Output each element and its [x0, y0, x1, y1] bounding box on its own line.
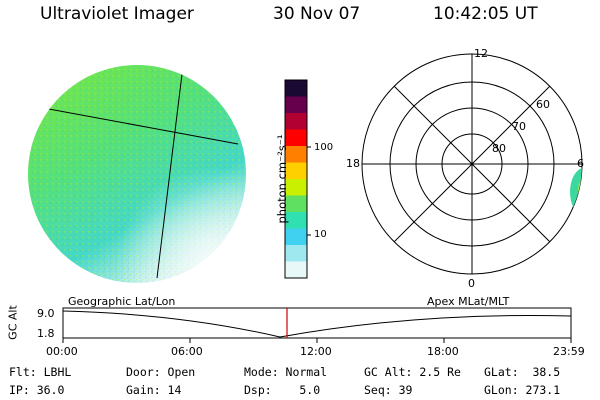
colorbar	[284, 79, 311, 279]
status-ip: IP: 36.0	[9, 383, 65, 397]
colorbar-cell	[285, 179, 307, 196]
timeline-ymax: 9.0	[37, 307, 55, 320]
colorbar-cell	[285, 129, 307, 147]
colorbar-unit-label: photon cm⁻²s⁻¹	[275, 134, 289, 224]
mlt-label-0: 0	[468, 277, 475, 290]
colorbar-cell	[285, 195, 307, 213]
mlt-label-12: 12	[474, 47, 488, 60]
status-gc-alt: GC Alt: 2.5 Re	[364, 365, 461, 379]
status-dsp: Dsp: 5.0	[244, 383, 321, 397]
colorbar-cell	[285, 96, 307, 114]
colorbar-cell	[285, 212, 307, 229]
polar-plot	[361, 53, 583, 275]
timeline-xtick-2: 12:00	[300, 345, 332, 358]
colorbar-cell	[285, 228, 307, 246]
timeline-ymin: 1.8	[37, 327, 55, 340]
polar-emission	[570, 168, 582, 216]
timeline-left-title: Geographic Lat/Lon	[68, 295, 176, 308]
colorbar-cell	[285, 261, 307, 279]
status-glon: GLon: 273.1	[484, 383, 561, 397]
timeline-xtick-4: 23:59	[553, 345, 585, 358]
colorbar-cell	[285, 113, 307, 130]
status-glat: GLat: 38.5	[484, 365, 561, 379]
earth-image	[28, 65, 246, 283]
colorbar-cell	[285, 146, 307, 163]
colorbar-tick-10: 10	[314, 229, 327, 240]
lat-label-70: 70	[512, 120, 526, 133]
colorbar-tick-100: 100	[314, 142, 334, 153]
status-filter: Flt: LBHL	[9, 365, 72, 379]
colorbar-frame	[284, 79, 308, 279]
timeline-xtick-1: 06:00	[171, 345, 203, 358]
colorbar-cell	[285, 245, 307, 262]
time-label: 10:42:05 UT	[433, 4, 538, 24]
lat-label-80: 80	[492, 142, 506, 155]
timeline-xtick-0: 00:00	[46, 345, 78, 358]
mlt-label-6: 6	[577, 157, 584, 170]
status-door: Door: Open	[126, 365, 196, 379]
timeline-right-title: Apex MLat/MLT	[427, 295, 510, 308]
colorbar-cell	[285, 162, 307, 180]
status-gain: Gain: 14	[126, 383, 182, 397]
orbit-timeline	[62, 307, 572, 343]
instrument-title: Ultraviolet Imager	[40, 4, 194, 24]
status-seq: Seq: 39	[364, 383, 413, 397]
mlt-label-18: 18	[346, 157, 360, 170]
date-label: 30 Nov 07	[273, 4, 361, 24]
status-mode: Mode: Normal	[244, 365, 328, 379]
lat-label-60: 60	[536, 98, 550, 111]
colorbar-cell	[285, 80, 307, 97]
timeline-ylabel: GC Alt	[6, 305, 20, 340]
timeline-xtick-3: 18:00	[427, 345, 459, 358]
